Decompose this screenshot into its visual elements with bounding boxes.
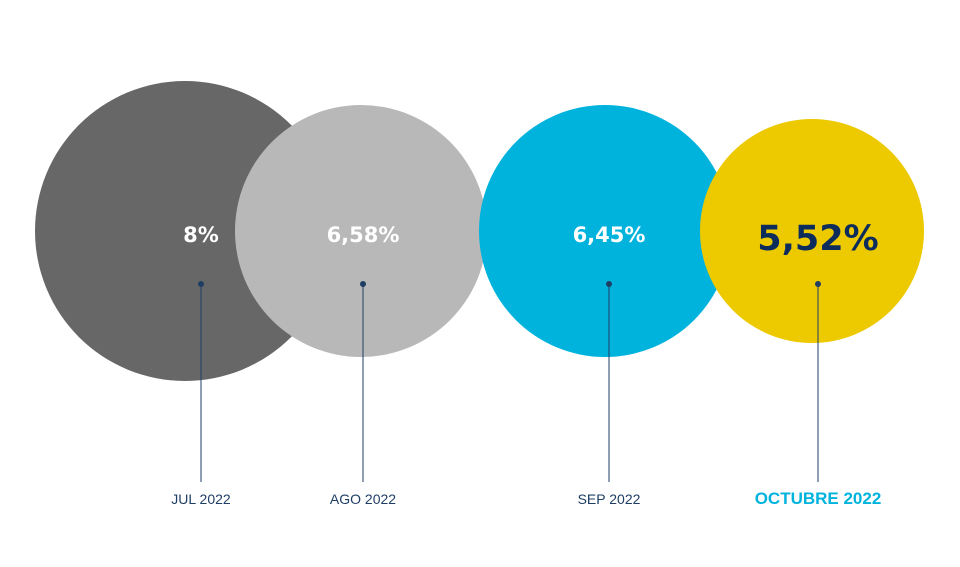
- bubbles-layer: [35, 81, 924, 381]
- value-label-octubre-2022: 5,52%: [757, 219, 878, 259]
- bubble-sep-2022: [479, 105, 731, 357]
- leader-dot-jul-2022: [198, 281, 204, 287]
- category-label-octubre-2022: OCTUBRE 2022: [755, 489, 882, 508]
- value-label-sep-2022: 6,45%: [573, 223, 646, 247]
- bubble-octubre-2022: [700, 119, 924, 343]
- leader-dot-octubre-2022: [815, 281, 821, 287]
- value-labels-layer: 8% 6,58% 6,45% 5,52%: [183, 219, 879, 259]
- category-label-sep-2022: SEP 2022: [578, 491, 641, 507]
- leader-dot-ago-2022: [360, 281, 366, 287]
- leader-lines-layer: [198, 281, 821, 482]
- value-label-jul-2022: 8%: [183, 223, 219, 247]
- category-label-jul-2022: JUL 2022: [171, 491, 231, 507]
- leader-dot-sep-2022: [606, 281, 612, 287]
- bubble-ago-2022: [235, 105, 487, 357]
- value-label-ago-2022: 6,58%: [327, 223, 400, 247]
- category-labels-layer: JUL 2022 AGO 2022 SEP 2022 OCTUBRE 2022: [171, 489, 881, 508]
- category-label-ago-2022: AGO 2022: [330, 491, 396, 507]
